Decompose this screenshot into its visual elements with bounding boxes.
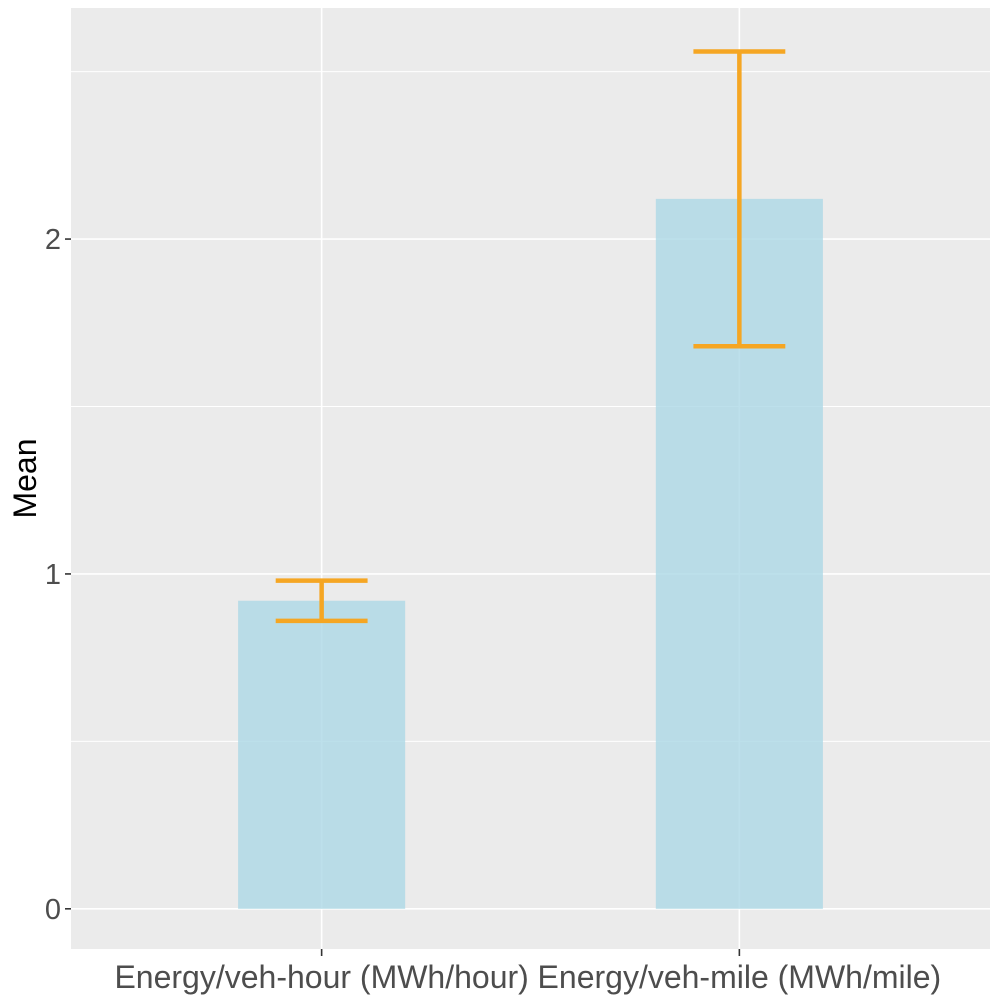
x-axis-ticks: Energy/veh-hour (MWh/hour) Energy/veh-mil… bbox=[114, 949, 941, 995]
plot-panel bbox=[71, 8, 990, 949]
error-bar bbox=[693, 49, 786, 349]
y-axis-ticks: 0 1 2 bbox=[45, 224, 71, 926]
error-bar bbox=[275, 578, 368, 624]
grid-minor bbox=[71, 71, 990, 742]
bar bbox=[238, 600, 406, 909]
y-tick-label: 2 bbox=[45, 224, 61, 256]
x-tick-label: Energy/veh-hour (MWh/hour) bbox=[114, 959, 528, 995]
y-tick-label: 0 bbox=[45, 894, 61, 926]
bars bbox=[238, 198, 823, 909]
x-tick-label: Energy/veh-mile (MWh/mile) bbox=[538, 959, 942, 995]
y-axis-title: Mean bbox=[7, 438, 43, 518]
error-bars bbox=[275, 49, 786, 624]
y-tick-label: 1 bbox=[45, 559, 61, 591]
